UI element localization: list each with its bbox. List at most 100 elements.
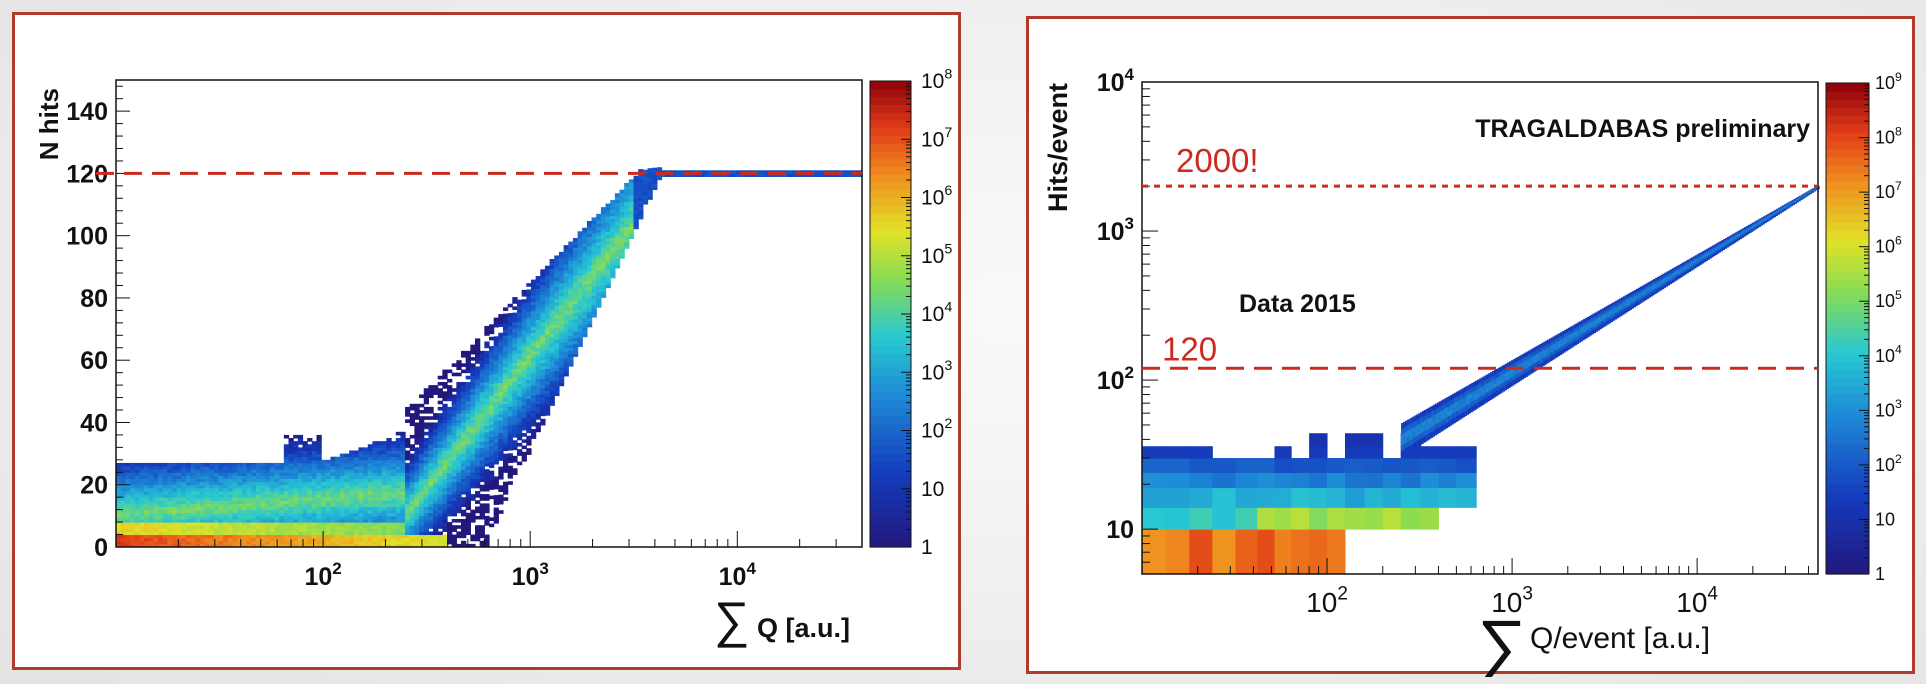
left-heatmap-cell: [204, 462, 210, 467]
left-heatmap-cell: [321, 500, 327, 504]
left-heatmap-cell: [232, 528, 238, 532]
left-heatmap-cell: [125, 481, 131, 486]
left-heatmap-cell: [251, 487, 257, 492]
left-heatmap-cell: [433, 450, 439, 455]
left-heatmap-cell: [535, 363, 541, 367]
left-heatmap-cell: [554, 370, 560, 375]
right-heatmap-cell: [1412, 432, 1417, 439]
left-heatmap-cell: [409, 406, 415, 411]
left-heatmap-cell: [157, 490, 164, 495]
left-heatmap-cell: [167, 500, 173, 504]
left-heatmap-cell: [171, 494, 178, 498]
left-heatmap-cell: [475, 425, 481, 430]
left-heatmap-cell: [311, 531, 318, 536]
left-heatmap-cell: [288, 500, 294, 504]
right-heatmap-cell: [1480, 377, 1485, 383]
left-heatmap-cell: [409, 481, 415, 486]
right-heatmap-cell: [1465, 409, 1470, 415]
right-heatmap-cell: [1450, 394, 1454, 401]
left-heatmap-cell: [251, 531, 257, 536]
right-heatmap-cell: [1493, 387, 1498, 393]
left-heatmap-cell: [288, 475, 294, 479]
left-heatmap-cell: [507, 362, 513, 367]
left-heatmap-cell: [293, 494, 299, 498]
left-heatmap-cell: [577, 271, 583, 276]
left-heatmap-cell: [218, 518, 224, 523]
left-heatmap-cell: [302, 518, 308, 523]
left-heatmap-cell: [600, 263, 607, 267]
left-heatmap-cell: [526, 345, 532, 350]
left-heatmap-cell: [624, 195, 630, 200]
left-heatmap-cell: [526, 451, 532, 455]
left-heatmap-cell: [502, 332, 509, 336]
left-heatmap-cell: [162, 472, 168, 476]
left-heatmap-cell: [544, 281, 551, 285]
left-heatmap-cell: [185, 472, 192, 476]
left-heatmap-cell: [493, 367, 499, 372]
left-heatmap-cell: [316, 525, 322, 529]
left-heatmap-cell: [414, 428, 420, 433]
left-heatmap-cell: [498, 451, 504, 455]
left-heatmap-cell: [325, 459, 332, 464]
left-heatmap-cell: [461, 469, 467, 473]
left-heatmap-cell: [554, 264, 560, 269]
left-heatmap-cell: [507, 437, 513, 442]
left-heatmap-cell: [246, 481, 252, 486]
left-heatmap-cell: [451, 372, 457, 377]
left-heatmap-cell: [433, 475, 439, 479]
left-heatmap-cell: [316, 543, 322, 548]
left-heatmap-cell: [433, 462, 439, 467]
left-heatmap-cell: [302, 450, 308, 455]
left-heatmap-cell: [283, 494, 290, 498]
left-heatmap-cell: [502, 456, 509, 461]
left-heatmap-cell: [652, 170, 658, 175]
left-heatmap-cell: [134, 490, 140, 495]
left-heatmap-cell: [526, 329, 532, 334]
left-heatmap-cell: [167, 494, 173, 498]
left-heatmap-cell: [740, 173, 747, 178]
left-heatmap-cell: [400, 431, 406, 436]
left-heatmap-cell: [386, 450, 392, 455]
left-heatmap-cell: [171, 462, 178, 467]
right-heatmap-cell: [1526, 371, 1530, 376]
left-heatmap-cell: [582, 252, 588, 257]
left-heatmap-cell: [307, 531, 313, 536]
left-heatmap-cell: [572, 241, 579, 245]
left-heatmap-cell: [260, 528, 266, 532]
left-heatmap-cell: [419, 494, 425, 498]
left-heatmap-cell: [577, 334, 583, 338]
left-heatmap-cell: [502, 357, 509, 361]
left-colorbar-segment: [870, 438, 911, 447]
right-heatmap-cell: [1507, 379, 1511, 384]
left-heatmap-cell: [591, 217, 597, 222]
left-heatmap-cell: [148, 518, 154, 523]
left-heatmap-cell: [484, 522, 490, 526]
left-heatmap-cell: [605, 237, 611, 242]
left-heatmap-cell: [479, 543, 485, 548]
left-heatmap-cell: [213, 478, 220, 483]
right-heatmap-cell: [1571, 342, 1576, 347]
left-heatmap-cell: [176, 540, 182, 545]
left-heatmap-cell: [204, 484, 210, 489]
left-heatmap-cell: [134, 472, 140, 476]
right-heatmap-cell: [1438, 487, 1457, 508]
left-heatmap-cell: [656, 176, 663, 181]
left-heatmap-cell: [428, 540, 434, 545]
left-heatmap-cell: [395, 456, 402, 461]
left-heatmap-cell: [526, 304, 532, 309]
left-heatmap-cell: [372, 503, 378, 508]
left-heatmap-cell: [395, 472, 402, 476]
left-heatmap-cell: [530, 320, 537, 324]
left-heatmap-cell: [279, 534, 285, 539]
right-heatmap-cell: [1562, 341, 1566, 346]
left-heatmap-cell: [321, 475, 327, 479]
left-heatmap-cell: [591, 270, 597, 274]
left-heatmap-cell: [213, 462, 220, 467]
left-heatmap-cell: [153, 525, 159, 529]
left-heatmap-cell: [409, 522, 415, 526]
right-heatmap-cell: [1166, 529, 1190, 575]
left-heatmap-cell: [502, 444, 509, 448]
left-heatmap-cell: [143, 543, 150, 548]
left-heatmap-cell: [475, 431, 481, 436]
left-heatmap-cell: [353, 494, 360, 498]
